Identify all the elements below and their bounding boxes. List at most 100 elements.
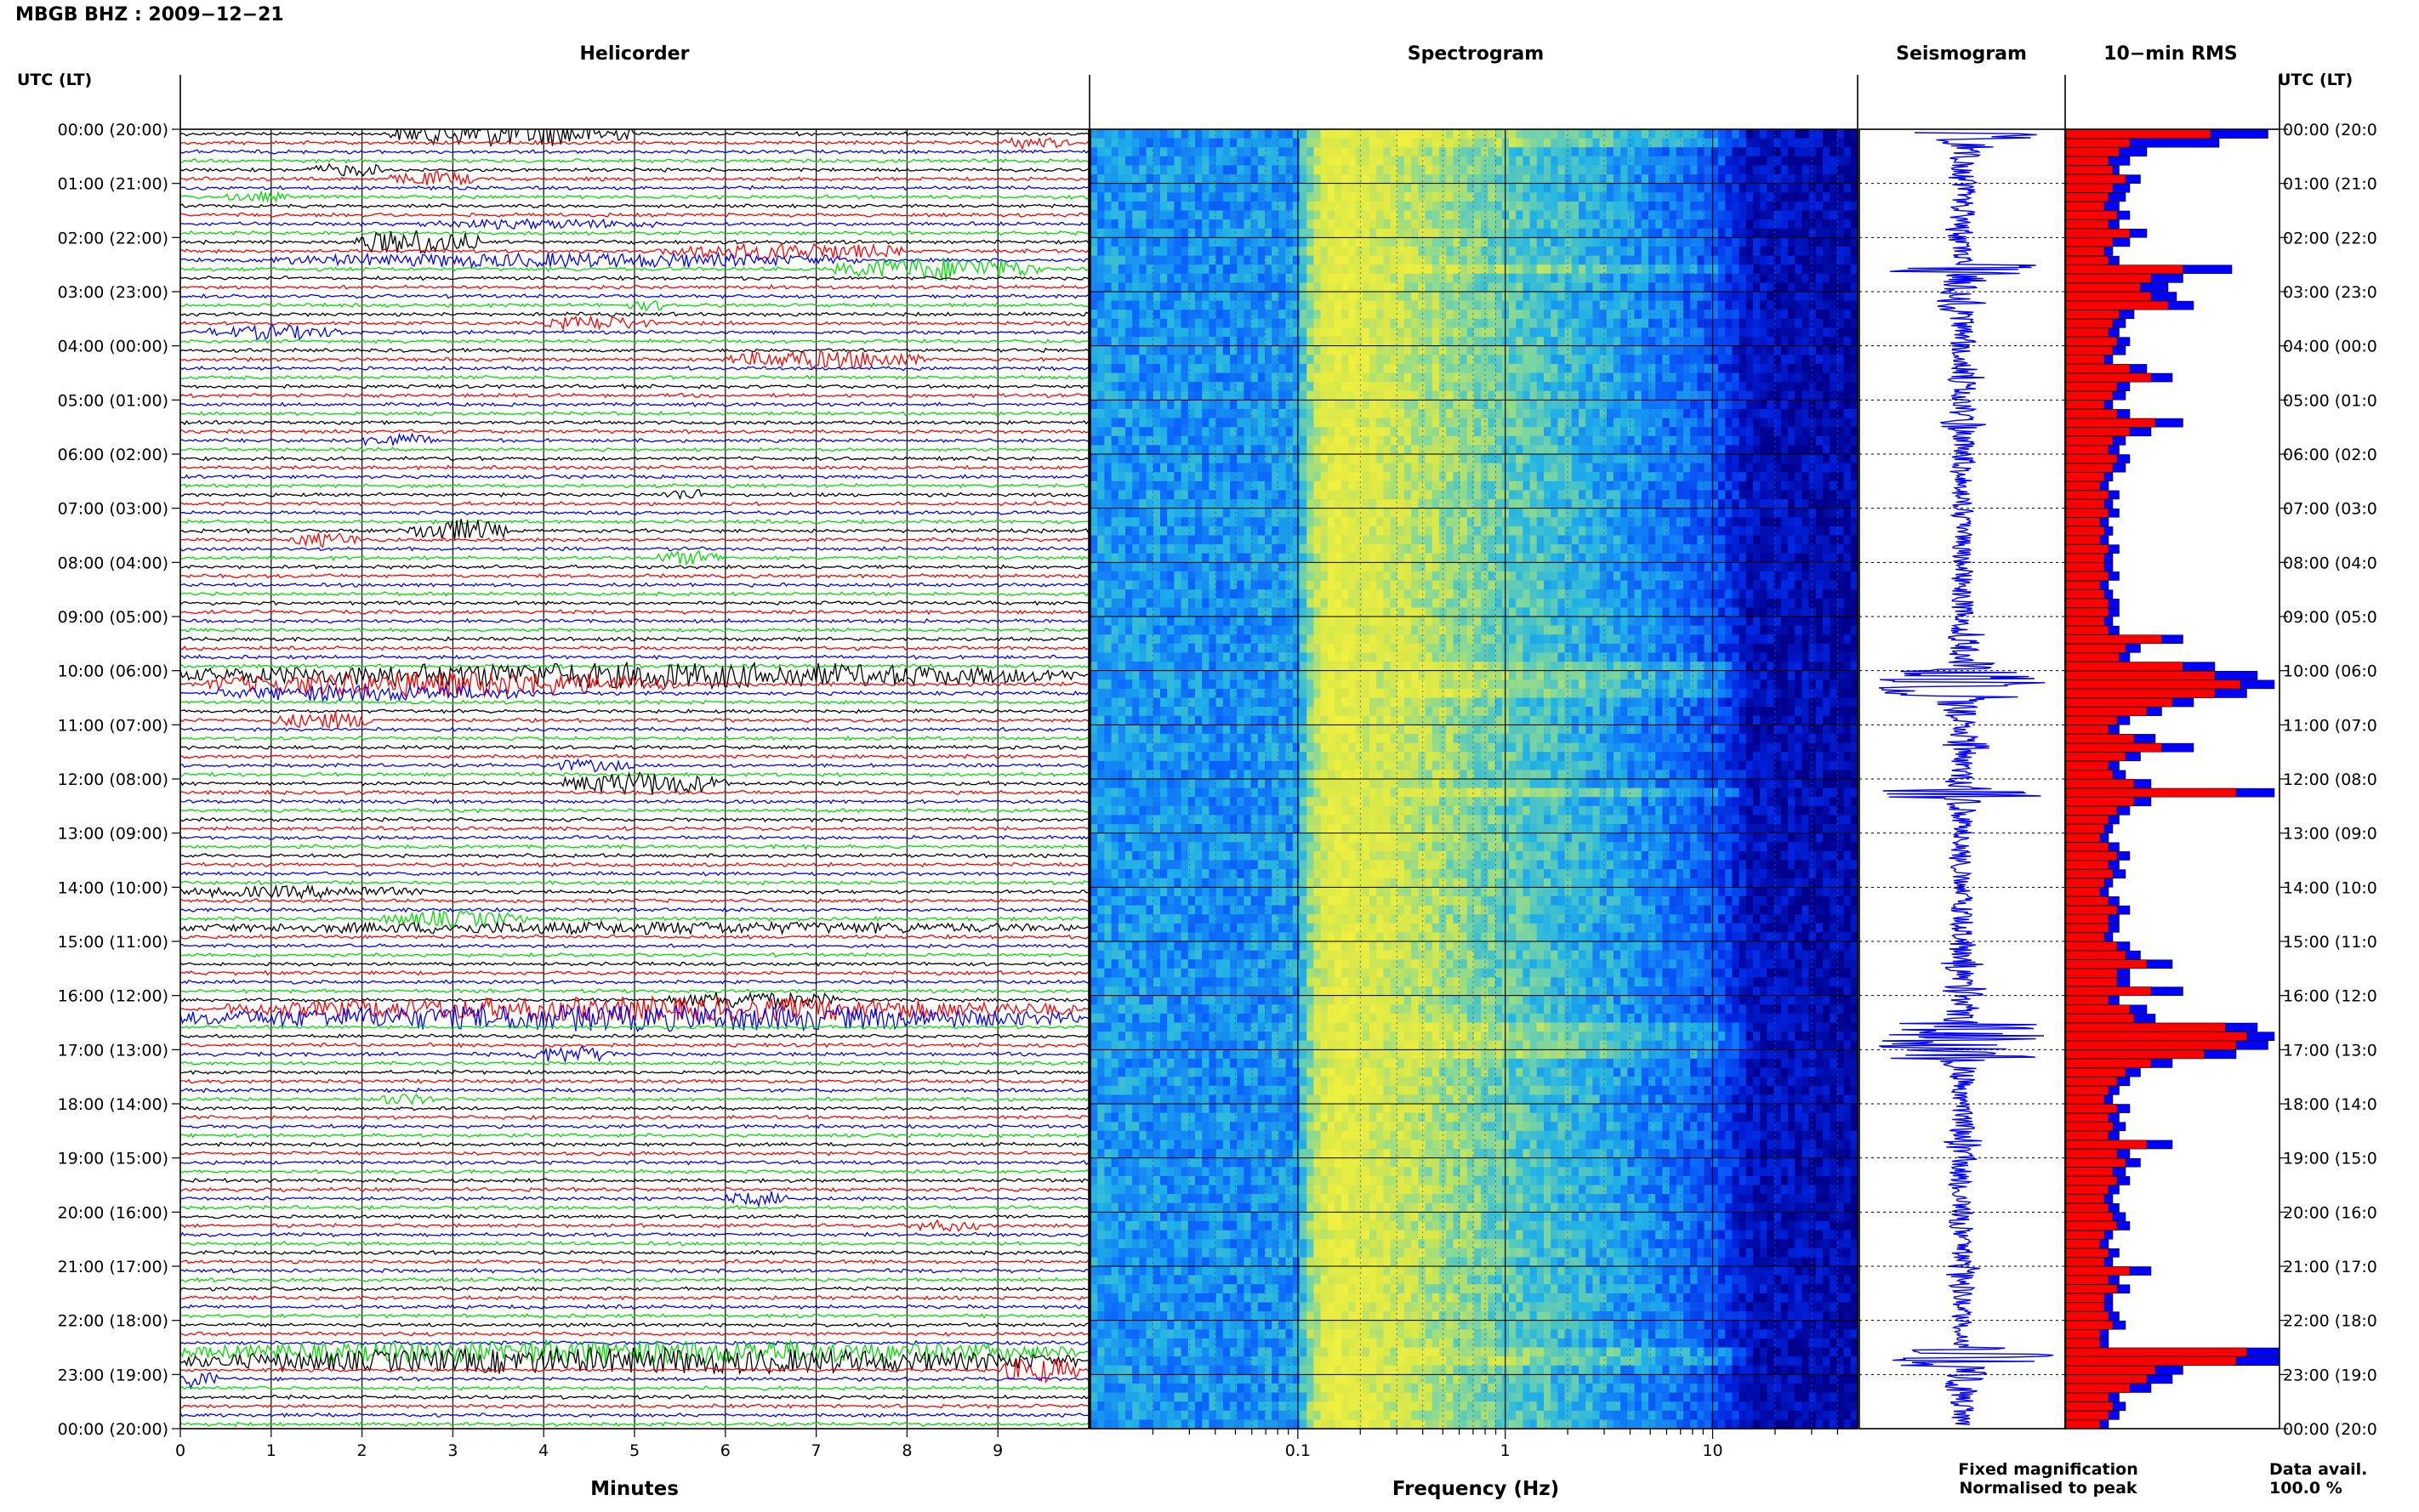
- spectrogram-cell: [1655, 390, 1663, 401]
- spectrogram-cell: [1327, 156, 1335, 166]
- spectrogram-cell: [1202, 372, 1210, 383]
- spectrogram-cell: [1335, 382, 1342, 392]
- spectrogram-cell: [1383, 390, 1392, 401]
- spectrogram-cell: [1488, 300, 1496, 310]
- spectrogram-cell: [1767, 165, 1775, 175]
- spectrogram-cell: [1599, 292, 1608, 301]
- spectrogram-cell: [1146, 246, 1154, 256]
- spectrogram-cell: [1348, 408, 1357, 418]
- spectrogram-cell: [1620, 372, 1628, 383]
- spectrogram-cell: [1830, 219, 1837, 230]
- spectrogram-cell: [1376, 345, 1384, 355]
- spectrogram-cell: [1139, 310, 1147, 320]
- spectrogram-cell: [1265, 390, 1272, 401]
- spectrogram-cell: [1341, 300, 1349, 310]
- spectrogram-cell: [1390, 147, 1398, 157]
- spectrogram-cell: [1348, 282, 1357, 293]
- spectrogram-cell: [1195, 292, 1203, 301]
- spectrogram-cell: [1836, 508, 1845, 518]
- spectrogram-cell: [1187, 327, 1196, 338]
- spectrogram-cell: [1544, 508, 1551, 518]
- spectrogram-cell: [1327, 480, 1335, 491]
- spectrogram-cell: [1446, 372, 1454, 383]
- spectrogram-cell: [1579, 472, 1586, 482]
- spectrogram-cell: [1710, 264, 1719, 275]
- spectrogram-cell: [1431, 382, 1440, 392]
- spectrogram-cell: [1090, 372, 1098, 383]
- spectrogram-cell: [1313, 255, 1322, 265]
- spectrogram-cell: [1181, 255, 1189, 265]
- spectrogram-cell: [1222, 255, 1231, 265]
- spectrogram-cell: [1641, 264, 1649, 275]
- spectrogram-cell: [1383, 201, 1392, 211]
- spectrogram-cell: [1097, 490, 1105, 500]
- spectrogram-cell: [1390, 138, 1398, 148]
- spectrogram-cell: [1153, 174, 1161, 185]
- spectrogram-cell: [1348, 499, 1357, 509]
- spectrogram-cell: [1230, 508, 1238, 518]
- spectrogram-cell: [1362, 264, 1370, 275]
- spectrogram-cell: [1773, 138, 1782, 148]
- spectrogram-cell: [1544, 480, 1551, 491]
- spectrogram-cell: [1683, 228, 1691, 238]
- spectrogram-cell: [1599, 138, 1608, 148]
- spectrogram-cell: [1773, 174, 1782, 185]
- spectrogram-cell: [1362, 499, 1370, 509]
- spectrogram-cell: [1557, 310, 1566, 320]
- spectrogram-cell: [1516, 345, 1523, 355]
- spectrogram-cell: [1425, 390, 1433, 401]
- spectrogram-cell: [1815, 472, 1824, 482]
- spectrogram-cell: [1808, 192, 1817, 202]
- spectrogram-cell: [1571, 282, 1579, 293]
- spectrogram-cell: [1571, 408, 1579, 418]
- spectrogram-cell: [1620, 147, 1628, 157]
- spectrogram-cell: [1230, 337, 1238, 347]
- spectrogram-cell: [1097, 363, 1105, 373]
- spectrogram-cell: [1404, 300, 1412, 310]
- spectrogram-cell: [1788, 165, 1796, 175]
- spectrogram-cell: [1187, 138, 1196, 148]
- spectrogram-cell: [1732, 463, 1740, 473]
- spectrogram-cell: [1418, 363, 1426, 373]
- spectrogram-cell: [1843, 400, 1852, 410]
- spectrogram-cell: [1676, 327, 1684, 338]
- spectrogram-cell: [1466, 192, 1475, 202]
- spectrogram-cell: [1250, 400, 1259, 410]
- spectrogram-cell: [1153, 156, 1161, 166]
- spectrogram-cell: [1599, 219, 1608, 230]
- spectrogram-cell: [1830, 192, 1837, 202]
- spectrogram-cell: [1718, 165, 1726, 175]
- spectrogram-cell: [1257, 327, 1266, 338]
- spectrogram-cell: [1111, 490, 1119, 500]
- spectrogram-cell: [1704, 138, 1712, 148]
- spectrogram-cell: [1655, 183, 1663, 193]
- spectrogram-cell: [1474, 499, 1482, 509]
- spectrogram-cell: [1710, 282, 1719, 293]
- spectrogram-cell: [1118, 228, 1126, 238]
- spectrogram-cell: [1669, 499, 1677, 509]
- spectrogram-cell: [1760, 363, 1767, 373]
- spectrogram-cell: [1599, 264, 1608, 275]
- spectrogram-cell: [1230, 526, 1238, 536]
- spectrogram-cell: [1431, 418, 1440, 428]
- spectrogram-cell: [1306, 427, 1314, 437]
- spectrogram-cell: [1446, 147, 1454, 157]
- spectrogram-cell: [1404, 192, 1412, 202]
- spectrogram-cell: [1341, 273, 1349, 283]
- spectrogram-cell: [1160, 327, 1168, 338]
- spectrogram-cell: [1250, 408, 1259, 418]
- spectrogram-cell: [1753, 337, 1761, 347]
- spectrogram-cell: [1411, 427, 1419, 437]
- spectrogram-cell: [1431, 480, 1440, 491]
- spectrogram-cell: [1780, 318, 1789, 328]
- spectrogram-cell: [1250, 382, 1259, 392]
- spectrogram-cell: [1571, 490, 1579, 500]
- spectrogram-cell: [1167, 508, 1175, 518]
- spectrogram-cell: [1718, 418, 1726, 428]
- spectrogram-cell: [1592, 390, 1601, 401]
- spectrogram-cell: [1739, 237, 1747, 247]
- spectrogram-cell: [1187, 210, 1196, 220]
- spectrogram-cell: [1285, 300, 1294, 310]
- spectrogram-cell: [1265, 418, 1272, 428]
- spectrogram-cell: [1579, 454, 1586, 463]
